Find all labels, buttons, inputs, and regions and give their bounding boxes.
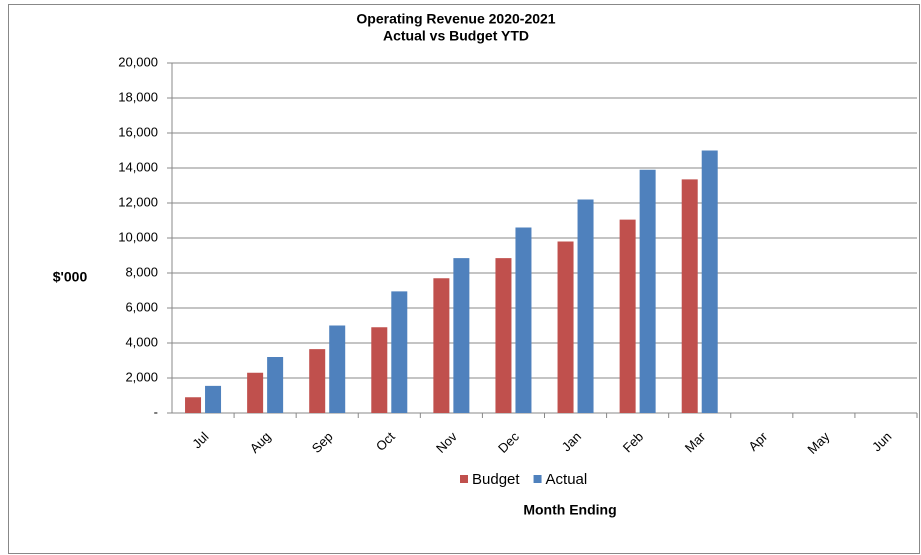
legend-swatch xyxy=(460,475,468,483)
bar xyxy=(371,327,388,413)
chart-title: Operating Revenue 2020-2021 xyxy=(356,11,555,27)
legend-label: Actual xyxy=(546,471,588,488)
y-tick-label: 18,000 xyxy=(118,89,158,104)
bar xyxy=(329,325,346,413)
bar xyxy=(557,241,574,413)
bar xyxy=(701,150,718,413)
bar xyxy=(309,349,326,413)
bar xyxy=(433,278,450,413)
y-tick-label: 2,000 xyxy=(125,369,158,384)
y-axis-title: $'000 xyxy=(53,269,88,285)
bar xyxy=(185,397,202,413)
bar xyxy=(391,291,408,413)
bar xyxy=(495,258,512,413)
bar xyxy=(247,372,264,413)
bar xyxy=(515,227,532,413)
bar xyxy=(681,179,698,413)
bar xyxy=(453,258,470,413)
chart-subtitle: Actual vs Budget YTD xyxy=(383,28,529,44)
bar xyxy=(619,219,636,413)
y-tick-label: 4,000 xyxy=(125,334,158,349)
y-tick-label: 12,000 xyxy=(118,194,158,209)
y-tick-label: 14,000 xyxy=(118,159,158,174)
y-tick-label: 20,000 xyxy=(118,54,158,69)
bar xyxy=(577,199,594,413)
x-axis-title: Month Ending xyxy=(523,502,616,518)
y-tick-label: 6,000 xyxy=(125,299,158,314)
bar xyxy=(267,357,284,413)
bar xyxy=(205,385,222,413)
bar xyxy=(639,169,656,413)
y-tick-label: 16,000 xyxy=(118,124,158,139)
legend-swatch xyxy=(533,475,542,483)
y-tick-label: 8,000 xyxy=(125,264,158,279)
y-tick-label: 10,000 xyxy=(118,229,158,244)
y-tick-label: - xyxy=(154,404,158,419)
legend-label: Budget xyxy=(472,471,520,488)
